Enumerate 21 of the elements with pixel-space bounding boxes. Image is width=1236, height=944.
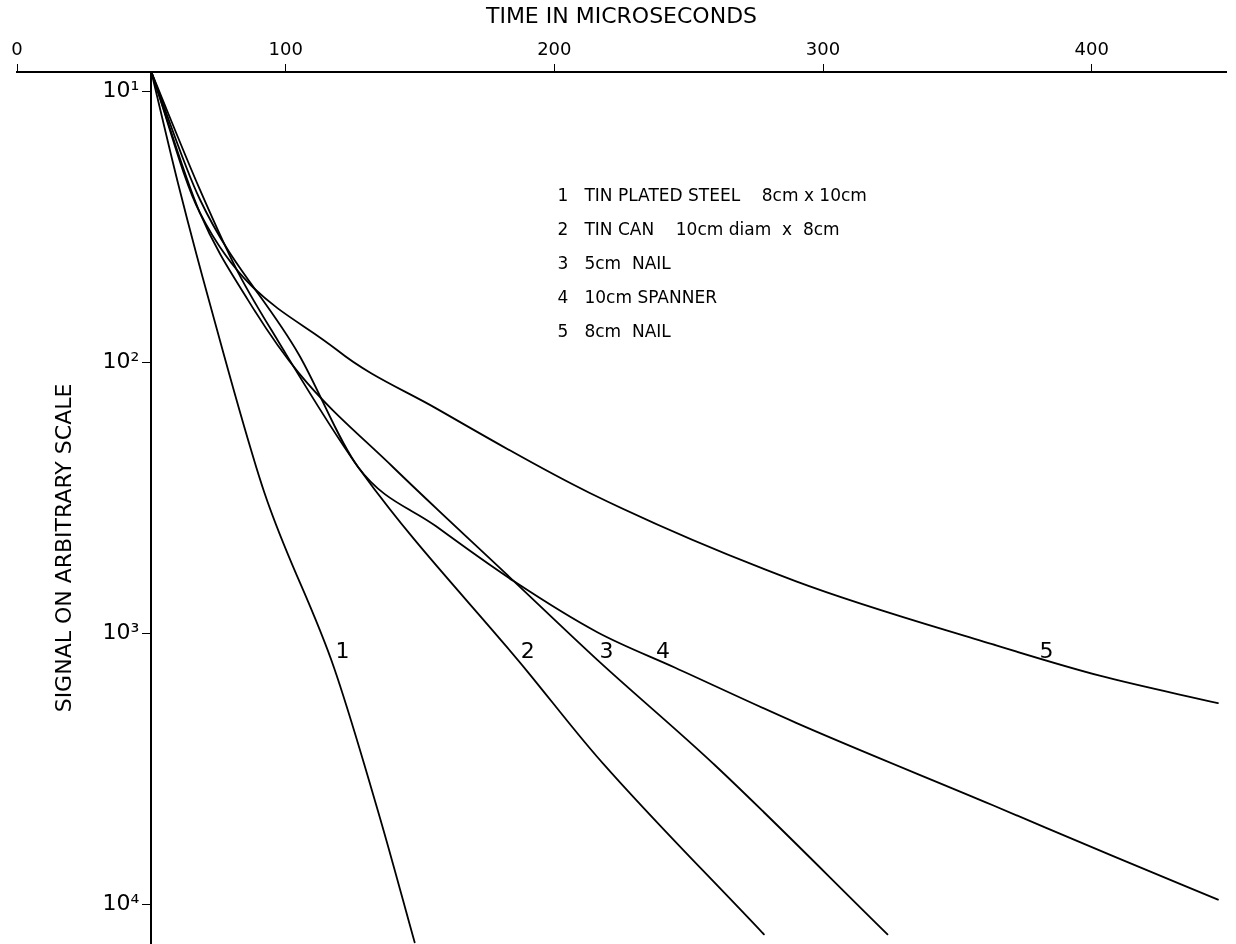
annotation: 4 10cm SPANNER [557,287,718,308]
annotation: 5 8cm NAIL [557,321,672,342]
series-label: 2 [520,637,535,663]
series-label: 5 [1039,637,1054,663]
x-tick-label: 100 [268,37,303,59]
series-label: 4 [655,637,670,663]
y-tick-label: 10⁴ [102,890,140,916]
x-tick-label: 0 [11,37,23,59]
x-tick-label: 300 [805,37,841,59]
annotation: 2 TIN CAN 10cm diam x 8cm [557,219,840,240]
annotation: 3 5cm NAIL [557,253,672,274]
y-tick-label: 10² [102,347,140,373]
x-tick-label: 200 [537,37,572,59]
series-label: 3 [599,637,614,663]
y-tick-label: 10³ [102,619,140,645]
y-tick-label: 10¹ [102,76,140,102]
x-tick-label: 400 [1074,37,1109,59]
series-label: 1 [335,637,350,663]
y-axis-title: SIGNAL ON ARBITRARY SCALE [50,383,76,713]
x-axis-title: TIME IN MICROSECONDS [484,2,758,28]
annotation: 1 TIN PLATED STEEL 8cm x 10cm [557,185,867,206]
